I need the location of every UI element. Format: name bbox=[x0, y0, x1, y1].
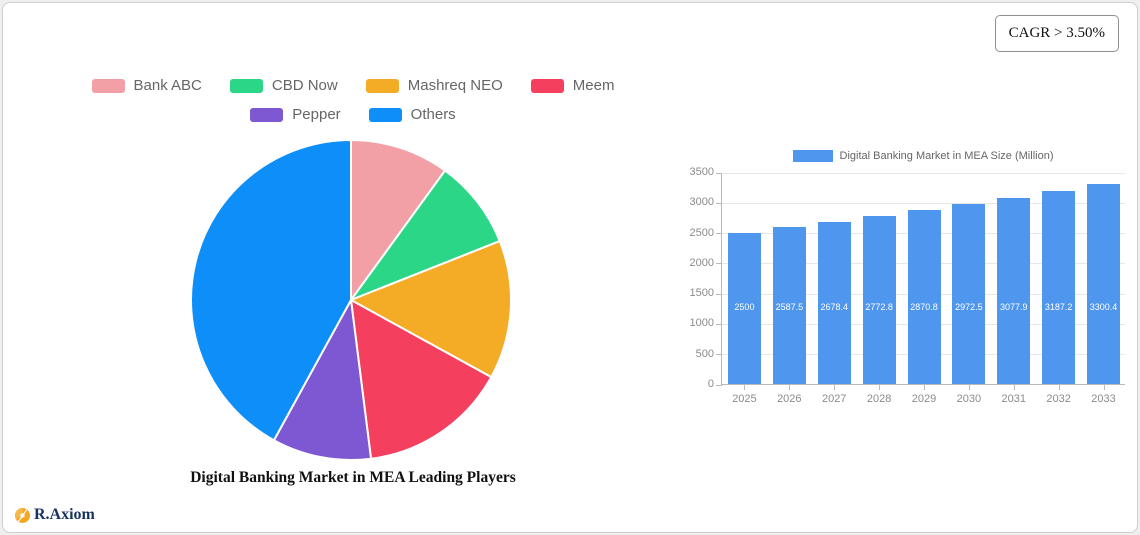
bar-value-label-2033: 3300.4 bbox=[1089, 302, 1118, 312]
pie-legend-row-2: Pepper Others bbox=[3, 106, 703, 123]
x-axis-label-2028: 2028 bbox=[866, 393, 892, 405]
x-axis-label-2032: 2032 bbox=[1046, 393, 1071, 405]
bar-2030: 2972.5 bbox=[952, 203, 986, 384]
bar-value-label-2030: 2972.5 bbox=[955, 302, 983, 312]
x-tick-2025 bbox=[744, 384, 746, 390]
pie-legend-row-1: Bank ABC CBD Now Mashreq NEO Meem bbox=[3, 77, 703, 94]
legend-label-pepper: Pepper bbox=[292, 106, 341, 123]
legend-swatch-cbd-now bbox=[229, 78, 263, 93]
legend-item-others[interactable]: Others bbox=[368, 106, 456, 123]
legend-label-cbd-now: CBD Now bbox=[271, 77, 338, 94]
legend-label-meem: Meem bbox=[572, 77, 615, 94]
x-tick-2029 bbox=[924, 384, 925, 390]
legend-swatch-pepper bbox=[250, 107, 284, 122]
bar-value-label-2028: 2772.8 bbox=[865, 302, 893, 312]
bar-value-label-2031: 3077.9 bbox=[1000, 302, 1028, 312]
brand-name: R.Axiom bbox=[34, 506, 95, 523]
y-tick-3000 bbox=[716, 202, 722, 204]
x-axis-label-2031: 2031 bbox=[1001, 393, 1026, 405]
bar-2032: 3187.2 bbox=[1042, 190, 1076, 384]
pie-slice-mashreq-neo bbox=[348, 239, 512, 379]
pie-slice-pepper bbox=[272, 296, 373, 462]
y-tick-500 bbox=[716, 354, 722, 356]
y-tick-2000 bbox=[716, 263, 722, 265]
legend-item-mashreq-neo[interactable]: Mashreq NEO bbox=[365, 77, 503, 94]
legend-swatch-bank-abc bbox=[91, 78, 125, 93]
bar-2026: 2587.5 bbox=[772, 227, 806, 384]
legend-label-others: Others bbox=[410, 106, 456, 123]
x-tick-2030 bbox=[968, 384, 970, 390]
brand-footer: R.Axiom bbox=[15, 506, 95, 524]
raxiom-logo-icon bbox=[15, 507, 30, 523]
legend-item-bank-abc[interactable]: Bank ABC bbox=[91, 77, 202, 94]
x-axis-label-2026: 2026 bbox=[777, 393, 802, 405]
y-tick-2500 bbox=[716, 233, 722, 235]
y-axis-label-3500: 3500 bbox=[689, 166, 714, 178]
y-axis-label-2500: 2500 bbox=[689, 226, 714, 239]
bar-value-label-2027: 2678.4 bbox=[820, 302, 848, 312]
bar-value-label-2026: 2587.5 bbox=[775, 302, 804, 312]
legend-item-meem[interactable]: Meem bbox=[530, 77, 615, 94]
pie-slice-others bbox=[190, 138, 352, 442]
x-tick-2033 bbox=[1103, 384, 1105, 390]
x-tick-2027 bbox=[834, 384, 836, 390]
bar-value-label-2025: 2500 bbox=[734, 302, 755, 312]
x-tick-2031 bbox=[1013, 384, 1015, 390]
x-axis-label-2025: 2025 bbox=[732, 393, 757, 405]
bar-2033: 3300.4 bbox=[1087, 184, 1121, 384]
bar-2029: 2870.8 bbox=[907, 210, 941, 384]
pie-slice-cbd-now bbox=[348, 169, 502, 303]
y-tick-1500 bbox=[716, 293, 722, 295]
x-axis-label-2033: 2033 bbox=[1091, 393, 1116, 405]
y-tick-0 bbox=[716, 384, 722, 386]
bar-legend-label: Digital Banking Market in MEA Size (Mill… bbox=[839, 150, 1054, 162]
pie-chart-title: Digital Banking Market in MEA Leading Pl… bbox=[190, 469, 516, 486]
pie-slice-bank-abc bbox=[350, 138, 447, 304]
bar-value-label-2029: 2870.8 bbox=[910, 302, 938, 312]
bar-chart-plot: 0 500 1000 1500 2000 2500 3000 3500 2500 2025 2587… bbox=[690, 166, 1125, 405]
pie-slice-meem bbox=[349, 298, 493, 460]
x-tick-2026 bbox=[789, 384, 791, 390]
cagr-badge: CAGR > 3.50% bbox=[994, 15, 1119, 52]
y-tick-1000 bbox=[716, 323, 722, 325]
legend-swatch-mashreq-neo bbox=[365, 78, 399, 93]
x-tick-2028 bbox=[879, 384, 881, 390]
bar-2028: 2772.8 bbox=[862, 216, 896, 384]
pie-legend: Bank ABC CBD Now Mashreq NEO Meem Pepper Oth… bbox=[3, 77, 703, 123]
legend-item-cbd-now[interactable]: CBD Now bbox=[229, 77, 338, 94]
legend-label-mashreq-neo: Mashreq NEO bbox=[407, 77, 503, 94]
x-axis-label-2030: 2030 bbox=[956, 393, 982, 405]
bar-2025: 2500 bbox=[727, 232, 761, 384]
legend-swatch-meem bbox=[530, 78, 564, 93]
gridline-3000 bbox=[722, 202, 1125, 204]
bar-2031: 3077.9 bbox=[997, 197, 1031, 384]
legend-item-pepper[interactable]: Pepper bbox=[250, 106, 341, 123]
bar-2027: 2678.4 bbox=[817, 221, 851, 384]
legend-swatch-others bbox=[368, 107, 402, 122]
x-axis-label-2027: 2027 bbox=[821, 393, 847, 405]
y-axis-label-1000: 1000 bbox=[689, 317, 714, 330]
y-axis-label-0: 0 bbox=[707, 378, 714, 390]
legend-label-bank-abc: Bank ABC bbox=[133, 77, 202, 94]
y-axis-label-500: 500 bbox=[695, 347, 714, 360]
gridline-3500 bbox=[722, 172, 1125, 174]
y-axis-label-1500: 1500 bbox=[689, 287, 714, 300]
y-tick-3500 bbox=[716, 172, 722, 174]
x-tick-2032 bbox=[1058, 384, 1060, 390]
pie-chart-svg bbox=[190, 138, 512, 462]
cagr-label: CAGR > 3.50% bbox=[1008, 25, 1105, 41]
pie-chart bbox=[188, 137, 514, 463]
bar-chart-legend[interactable]: Digital Banking Market in MEA Size (Mill… bbox=[721, 150, 1125, 162]
x-axis-label-2029: 2029 bbox=[911, 393, 937, 405]
bar-value-label-2032: 3187.2 bbox=[1044, 302, 1073, 312]
y-axis-label-2000: 2000 bbox=[689, 256, 714, 269]
y-axis-label-3000: 3000 bbox=[689, 196, 714, 209]
bar-legend-swatch bbox=[792, 150, 833, 162]
